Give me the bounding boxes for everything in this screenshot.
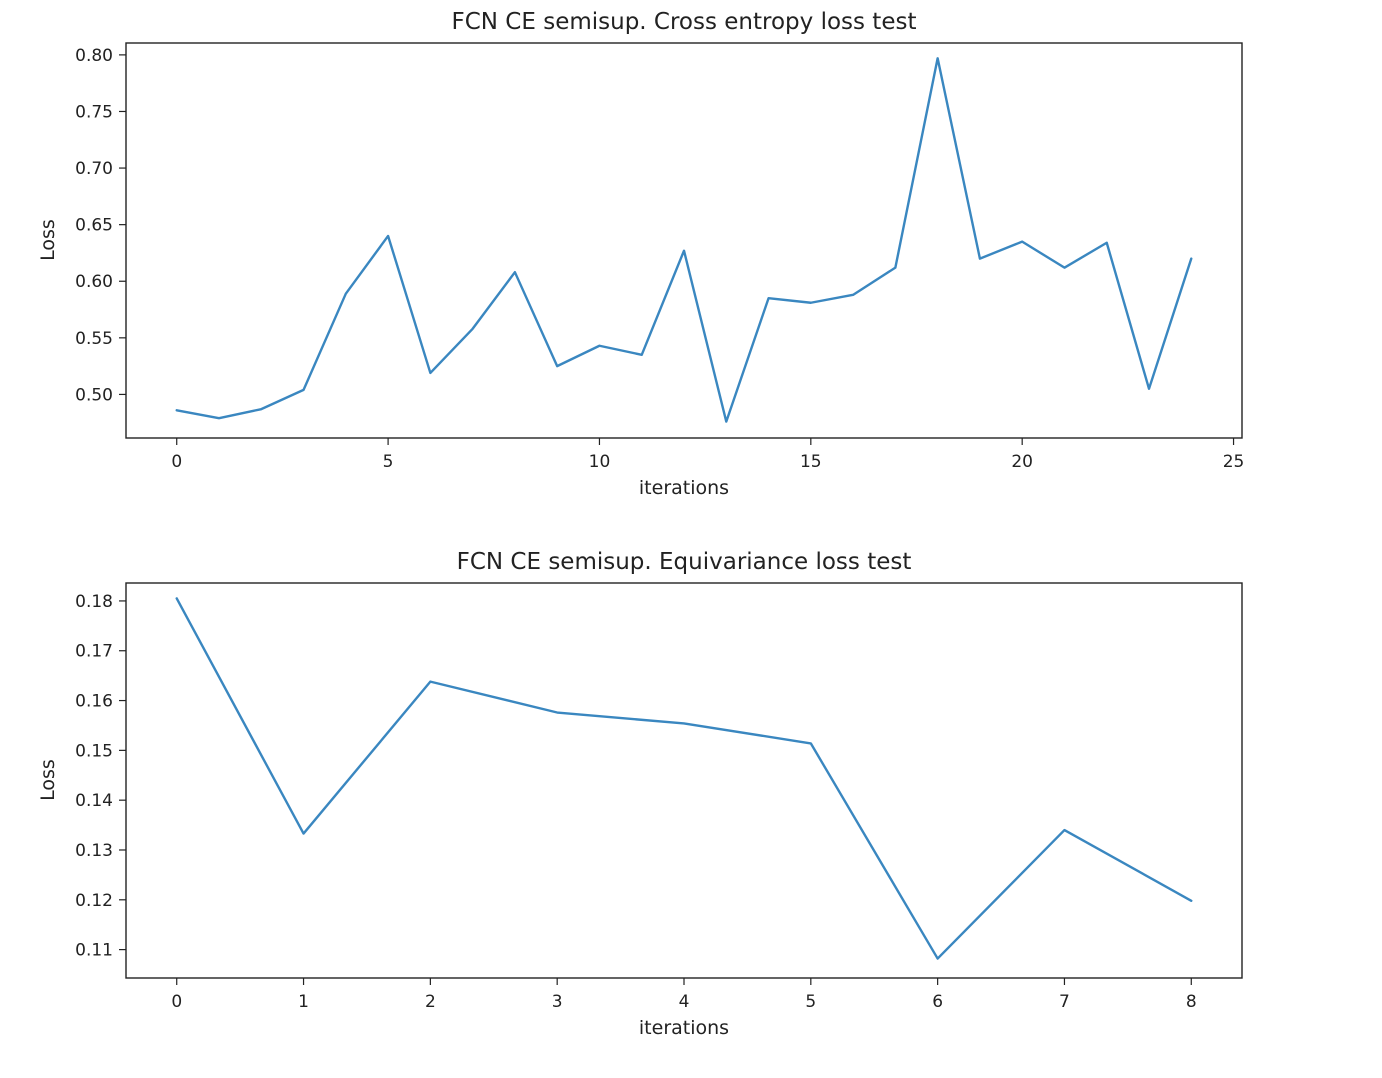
series-line — [175, 597, 1193, 960]
x-tick-label: 3 — [552, 992, 563, 1012]
x-tick-label: 25 — [1223, 452, 1245, 472]
x-tick-label: 10 — [589, 452, 611, 472]
x-axis-label: iterations — [639, 477, 729, 499]
plot-frame — [125, 582, 1243, 979]
x-tick-label: 6 — [932, 992, 943, 1012]
x-axis-label: iterations — [639, 1017, 729, 1039]
series-group — [175, 597, 1193, 960]
x-tick-label: 1 — [298, 992, 309, 1012]
y-tick-label: 0.55 — [75, 329, 113, 349]
y-tick-label: 0.11 — [75, 941, 113, 961]
y-tick-label: 0.75 — [75, 102, 113, 122]
y-axis-ticks: 0.50 0.55 0.60 0.65 0.70 0.75 0.80 — [75, 46, 126, 405]
y-tick-label: 0.17 — [75, 642, 113, 662]
series-line — [175, 57, 1193, 423]
y-tick-label: 0.65 — [75, 216, 113, 236]
y-tick-label: 0.60 — [75, 272, 113, 292]
y-axis-label: Loss — [37, 759, 59, 801]
x-tick-label: 7 — [1059, 992, 1070, 1012]
x-axis-ticks: 0 5 10 15 20 25 — [171, 438, 1244, 472]
chart-title: FCN CE semisup. Equivariance loss test — [457, 549, 912, 575]
y-tick-label: 0.14 — [75, 791, 113, 811]
y-axis-label: Loss — [37, 219, 59, 261]
x-tick-label: 0 — [171, 992, 182, 1012]
x-tick-label: 2 — [425, 992, 436, 1012]
chart-cross-entropy-loss: FCN CE semisup. Cross entropy loss test … — [37, 9, 1244, 499]
x-tick-label: 0 — [171, 452, 182, 472]
y-tick-label: 0.13 — [75, 841, 113, 861]
y-axis-ticks: 0.11 0.12 0.13 0.14 0.15 0.16 0.17 0.18 — [75, 592, 126, 961]
x-tick-label: 4 — [679, 992, 690, 1012]
y-tick-label: 0.50 — [75, 385, 113, 405]
plot-frame — [125, 42, 1243, 439]
y-tick-label: 0.12 — [75, 891, 113, 911]
x-tick-label: 15 — [800, 452, 822, 472]
x-tick-label: 20 — [1011, 452, 1033, 472]
chart-title: FCN CE semisup. Cross entropy loss test — [452, 9, 917, 35]
series-group — [175, 57, 1193, 423]
x-axis-ticks: 0 1 2 3 4 5 6 7 8 — [171, 978, 1197, 1012]
y-tick-label: 0.70 — [75, 159, 113, 179]
y-tick-label: 0.16 — [75, 692, 113, 712]
x-tick-label: 5 — [805, 992, 816, 1012]
y-tick-label: 0.80 — [75, 46, 113, 66]
y-tick-label: 0.18 — [75, 592, 113, 612]
x-tick-label: 5 — [383, 452, 394, 472]
x-tick-label: 8 — [1186, 992, 1197, 1012]
chart-equivariance-loss: FCN CE semisup. Equivariance loss test 0… — [37, 549, 1243, 1039]
y-tick-label: 0.15 — [75, 741, 113, 761]
